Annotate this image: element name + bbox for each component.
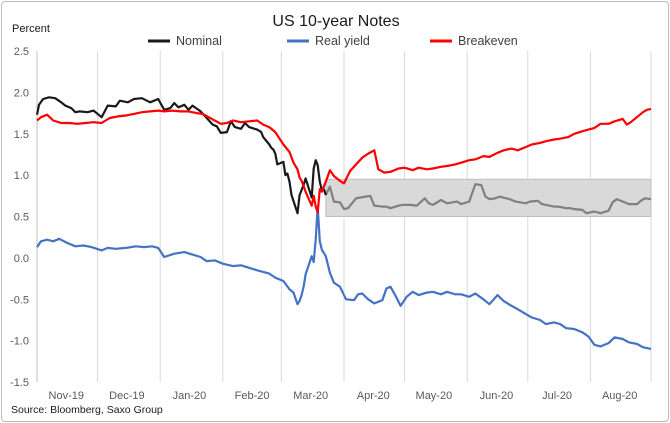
- legend-label-nominal: Nominal: [176, 34, 222, 48]
- y-tick-label: 2.5: [14, 46, 29, 58]
- y-tick-label: 1.0: [14, 170, 29, 182]
- source-note: Source: Bloomberg, Saxo Group: [11, 404, 163, 416]
- series-line-nominal: [35, 96, 327, 215]
- y-tick-label: 2.0: [14, 87, 29, 99]
- legend-label-breakeven: Breakeven: [458, 34, 518, 48]
- y-tick-label: 1.5: [14, 129, 29, 141]
- y-tick-label: -1.5: [10, 377, 29, 389]
- y-tick-label: -1.0: [10, 336, 29, 348]
- y-axis-ticks: 2.5 2.0 1.5 1.0 0.5 0.0 -0.5 -1.0 -1.5: [10, 46, 29, 389]
- x-tick-label: Nov-19: [49, 390, 84, 402]
- x-axis-ticks: Nov-19 Dec-19 Jan-20 Feb-20 Mar-20 Apr-20 May-…: [49, 390, 638, 402]
- legend-label-real-yield: Real yield: [315, 34, 370, 48]
- y-tick-label: -0.5: [10, 294, 29, 306]
- x-tick-label: Aug-20: [602, 390, 637, 402]
- series-line-real-yield: [36, 205, 652, 350]
- x-tick-label: Jul-20: [542, 390, 572, 402]
- series-line-breakeven: [36, 107, 652, 214]
- y-tick-label: 0.5: [14, 212, 29, 224]
- x-tick-label: May-20: [416, 390, 453, 402]
- x-tick-label: Jun-20: [480, 390, 514, 402]
- y-tick-label: 0.0: [14, 253, 29, 265]
- x-tick-label: Mar-20: [293, 390, 328, 402]
- x-tick-label: Dec-19: [109, 390, 144, 402]
- y-axis-label: Percent: [12, 23, 50, 35]
- x-tick-label: Apr-20: [357, 390, 390, 402]
- series-line-nominal-recent: [324, 183, 652, 215]
- legend: Nominal Real yield Breakeven: [148, 34, 518, 48]
- chart-title: US 10-year Notes: [272, 13, 399, 30]
- x-tick-label: Jan-20: [173, 390, 207, 402]
- series-lines: [35, 96, 652, 350]
- x-tick-label: Feb-20: [235, 390, 270, 402]
